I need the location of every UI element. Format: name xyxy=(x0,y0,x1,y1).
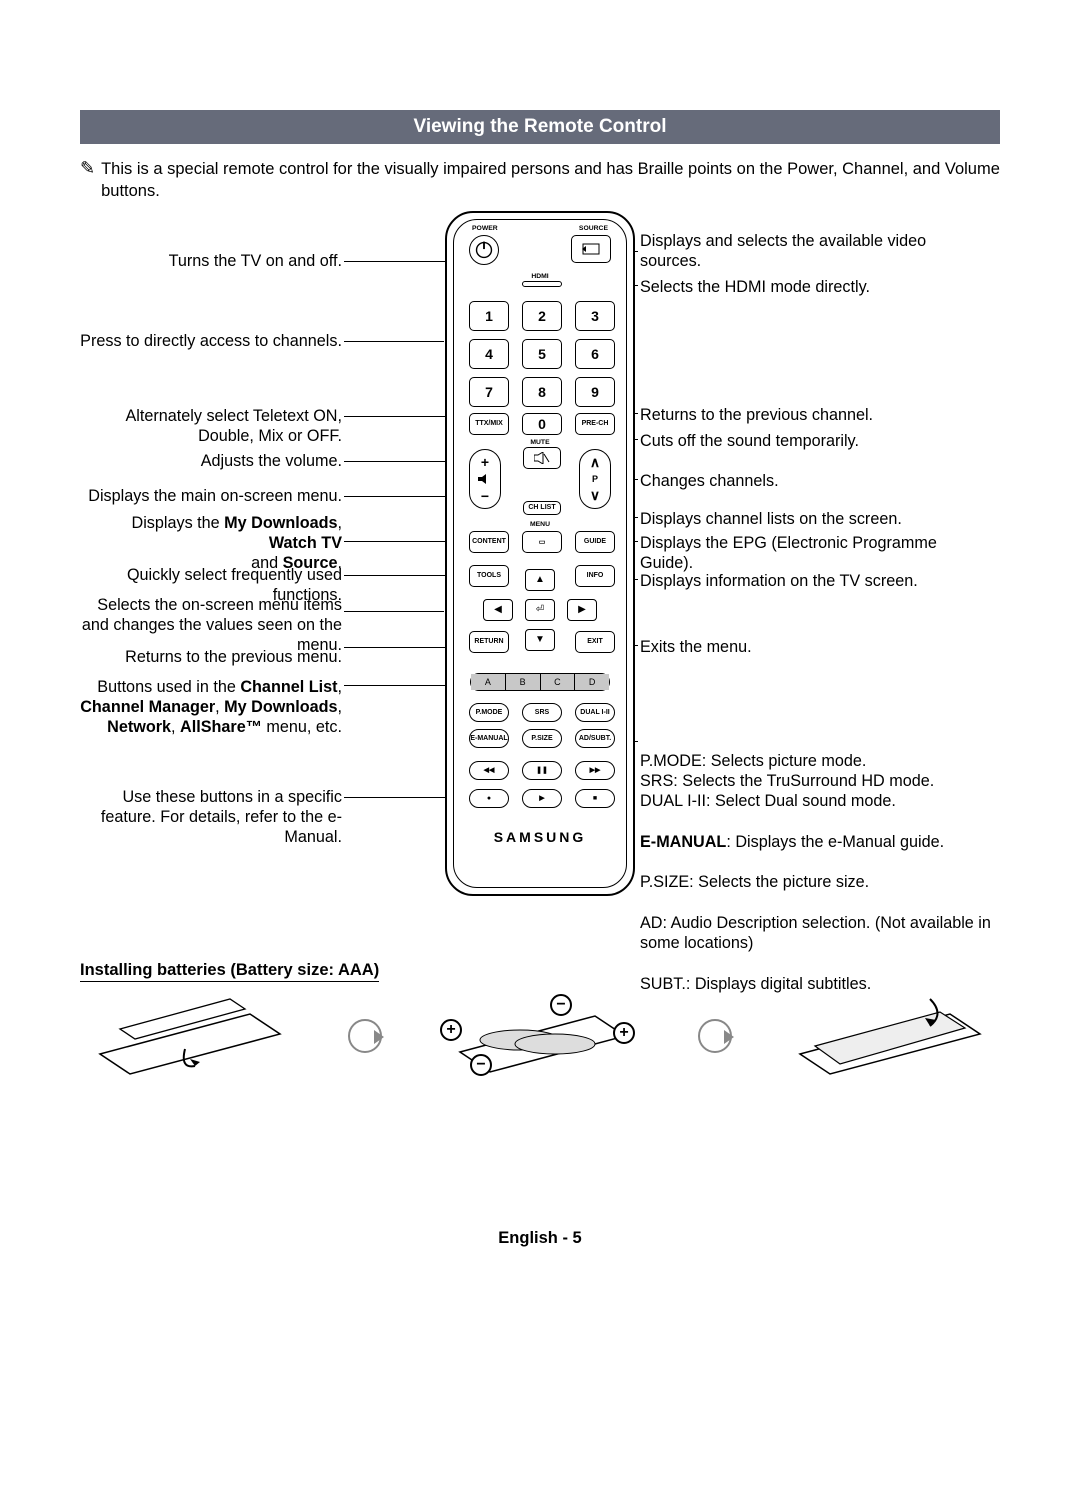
adsubt-button[interactable]: AD/SUBT. xyxy=(575,729,615,748)
callout-power: Turns the TV on and off. xyxy=(80,251,342,271)
btn-d[interactable]: D xyxy=(575,674,609,690)
note-text: This is a special remote control for the… xyxy=(101,158,1000,203)
exit-button[interactable]: EXIT xyxy=(575,631,615,653)
dual-button[interactable]: DUAL I-II xyxy=(575,703,615,722)
callout-chlist: Displays channel lists on the screen. xyxy=(640,509,980,529)
step-arrow-2 xyxy=(698,1019,732,1053)
prech-button[interactable]: PRE-CH xyxy=(575,413,615,435)
nav-right[interactable]: ▶ xyxy=(567,599,597,621)
remote-body: POWER SOURCE HDMI 1 2 3 4 5 6 7 8 9 TTX/… xyxy=(445,211,635,896)
srs-button[interactable]: SRS xyxy=(522,703,562,722)
ffwd-button[interactable]: ▶▶ xyxy=(575,761,615,780)
return-button[interactable]: RETURN xyxy=(469,631,509,653)
battery-step-3 xyxy=(780,994,1000,1079)
play-button[interactable]: ▶ xyxy=(522,789,562,808)
emanual-button[interactable]: E-MANUAL xyxy=(469,729,509,748)
callout-volume: Adjusts the volume. xyxy=(80,451,342,471)
num-3[interactable]: 3 xyxy=(575,301,615,331)
note-icon: ✎ xyxy=(80,158,95,179)
psize-button[interactable]: P.SIZE xyxy=(522,729,562,748)
nav-enter[interactable]: ⏎ xyxy=(525,599,555,621)
num-5[interactable]: 5 xyxy=(522,339,562,369)
num-1[interactable]: 1 xyxy=(469,301,509,331)
polarity-plus-l: + xyxy=(440,1019,462,1041)
hdmi-label: HDMI xyxy=(447,273,633,280)
polarity-minus-b: − xyxy=(470,1054,492,1076)
num-0[interactable]: 0 xyxy=(522,413,562,435)
callout-prech: Returns to the previous channel. xyxy=(640,405,980,425)
color-buttons: A B C D xyxy=(470,673,610,691)
callout-return: Returns to the previous menu. xyxy=(80,647,342,667)
rewind-button[interactable]: ◀◀ xyxy=(469,761,509,780)
callout-exit: Exits the menu. xyxy=(640,637,980,657)
vol-icon xyxy=(478,474,492,484)
note-row: ✎ This is a special remote control for t… xyxy=(80,158,1000,203)
nav-down[interactable]: ▼ xyxy=(525,629,555,651)
battery-title: Installing batteries (Battery size: AAA) xyxy=(80,961,379,982)
volume-rocker[interactable]: + − xyxy=(469,449,501,509)
btn-b[interactable]: B xyxy=(506,674,541,690)
step-arrow-1 xyxy=(348,1019,382,1053)
num-8[interactable]: 8 xyxy=(522,377,562,407)
page-footer: English - 5 xyxy=(80,1229,1000,1248)
callout-guide: Displays the EPG (Electronic Programme G… xyxy=(640,533,980,574)
pause-button[interactable]: ❚❚ xyxy=(522,761,562,780)
nav-left[interactable]: ◀ xyxy=(483,599,513,621)
mute-label: MUTE xyxy=(447,439,633,446)
callout-numbers: Press to directly access to channels. xyxy=(80,331,342,351)
callout-info: Displays information on the TV screen. xyxy=(640,571,980,591)
chlist-button[interactable]: CH LIST xyxy=(523,501,561,515)
power-label: POWER xyxy=(472,225,498,232)
section-title: Viewing the Remote Control xyxy=(80,110,1000,144)
callout-modes: P.MODE: Selects picture mode. SRS: Selec… xyxy=(640,731,1000,994)
callout-menu: Displays the main on-screen menu. xyxy=(80,486,342,506)
record-button[interactable]: ● xyxy=(469,789,509,808)
battery-step-1 xyxy=(80,994,300,1079)
mute-button[interactable] xyxy=(523,447,561,469)
p-label: P xyxy=(592,474,598,484)
power-button[interactable] xyxy=(469,235,499,265)
battery-step-2: + + − − xyxy=(430,994,650,1079)
menu-label: MENU xyxy=(447,521,633,528)
callout-mute: Cuts off the sound temporarily. xyxy=(640,431,980,451)
btn-c[interactable]: C xyxy=(541,674,576,690)
hdmi-button[interactable] xyxy=(522,281,562,287)
callout-hdmi: Selects the HDMI mode directly. xyxy=(640,277,980,297)
ttxmix-button[interactable]: TTX/MIX xyxy=(469,413,509,435)
battery-steps: + + − − xyxy=(80,994,1000,1079)
num-7[interactable]: 7 xyxy=(469,377,509,407)
num-4[interactable]: 4 xyxy=(469,339,509,369)
callout-feature: Use these buttons in a specific feature.… xyxy=(80,787,342,848)
num-9[interactable]: 9 xyxy=(575,377,615,407)
callout-abcd: Buttons used in the Channel List, Channe… xyxy=(80,677,342,738)
guide-button[interactable]: GUIDE xyxy=(575,531,615,553)
callout-source: Displays and selects the available video… xyxy=(640,231,980,272)
stop-button[interactable]: ■ xyxy=(575,789,615,808)
menu-button[interactable]: ▭ xyxy=(522,531,562,553)
num-6[interactable]: 6 xyxy=(575,339,615,369)
pmode-button[interactable]: P.MODE xyxy=(469,703,509,722)
num-2[interactable]: 2 xyxy=(522,301,562,331)
channel-rocker[interactable]: ∧ P ∨ xyxy=(579,449,611,509)
btn-a[interactable]: A xyxy=(471,674,506,690)
source-label: SOURCE xyxy=(579,225,608,232)
polarity-plus-r: + xyxy=(613,1022,635,1044)
brand-label: SAMSUNG xyxy=(447,829,633,845)
source-button[interactable] xyxy=(571,235,611,263)
polarity-minus-t: − xyxy=(550,994,572,1016)
content-button[interactable]: CONTENT xyxy=(469,531,509,553)
callout-ttx: Alternately select Teletext ON, Double, … xyxy=(80,406,342,447)
callout-channels: Changes channels. xyxy=(640,471,980,491)
remote-diagram: Turns the TV on and off. Press to direct… xyxy=(80,211,1000,911)
nav-up[interactable]: ▲ xyxy=(525,569,555,591)
